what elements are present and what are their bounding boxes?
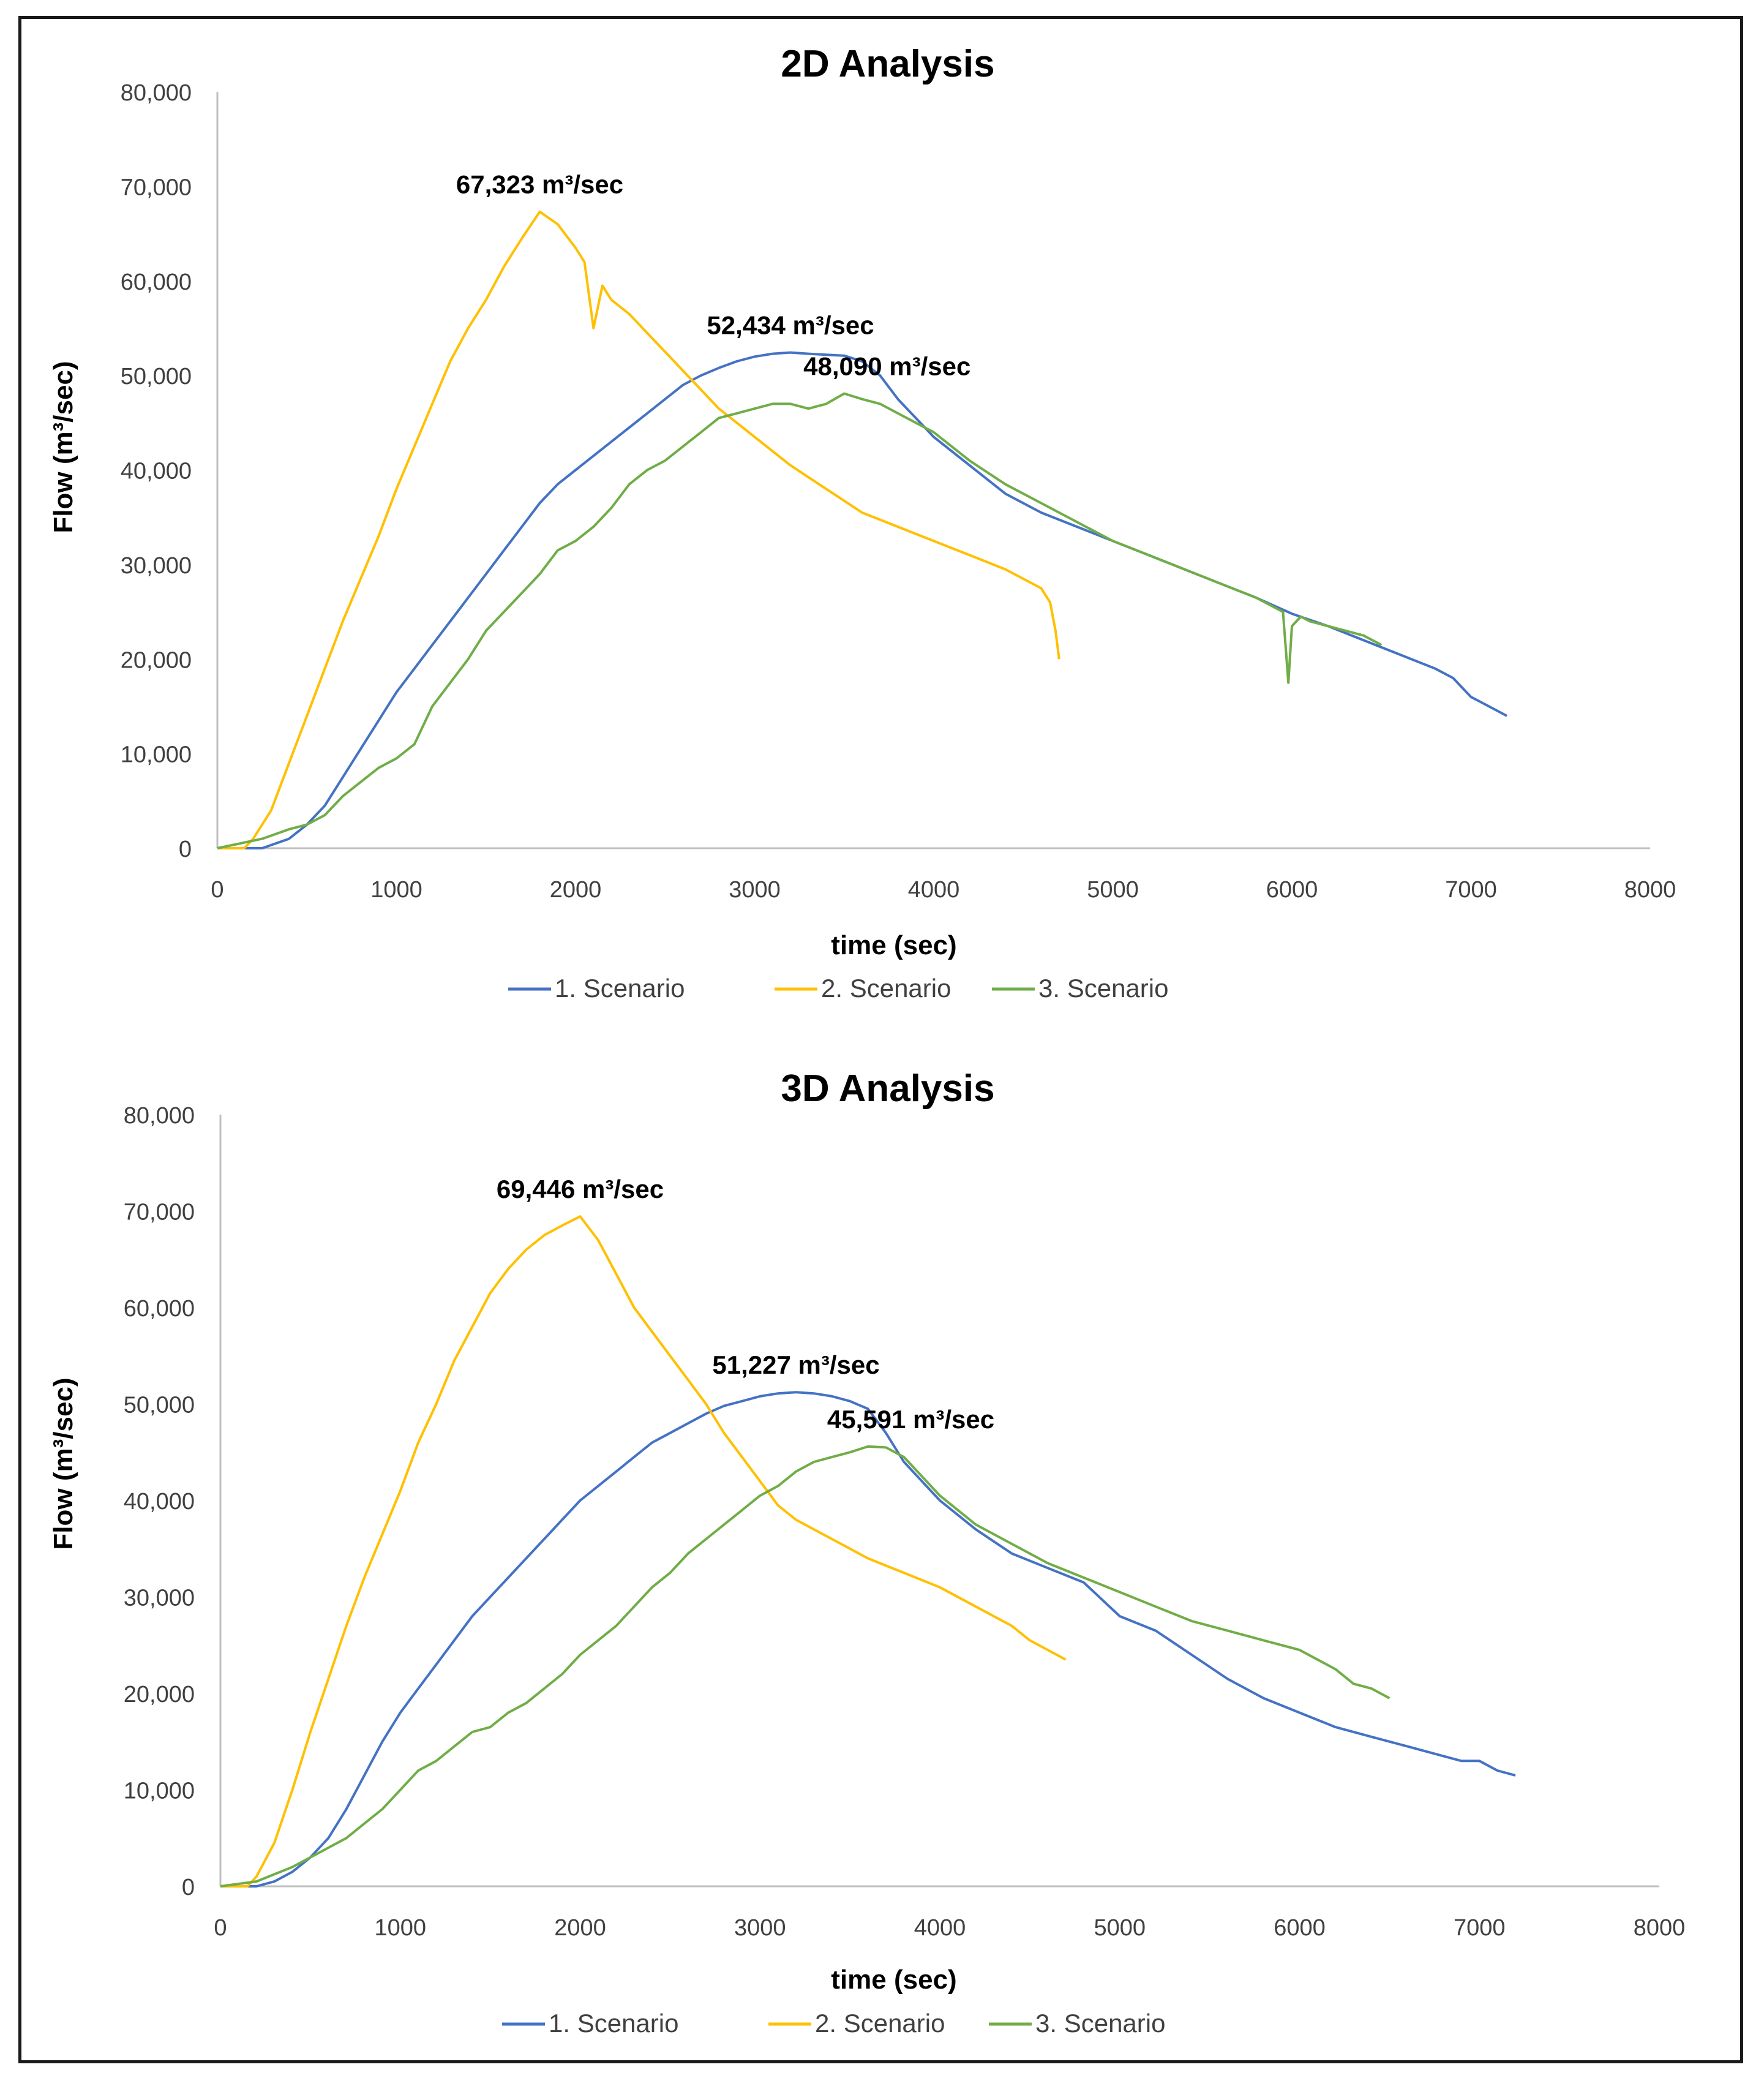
figure-frame — [18, 16, 1743, 2063]
peak-annotation: 67,323 m³/sec — [456, 170, 623, 199]
y-tick-label: 0 — [179, 837, 192, 862]
x-tick-label: 1000 — [374, 1915, 426, 1941]
x-tick-label: 0 — [211, 877, 223, 903]
y-tick-label: 0 — [182, 1875, 195, 1900]
chart-2d-analysis: 2D Analysis Flow (m³/sec) time (sec) 0 10… — [48, 43, 1676, 1003]
x-tick-label: 6000 — [1274, 1915, 1326, 1941]
peak-annotation: 51,227 m³/sec — [712, 1350, 879, 1379]
y-tick-label: 70,000 — [124, 1200, 195, 1225]
chart-title: 3D Analysis — [781, 1067, 994, 1110]
annotations: 69,446 m³/sec 51,227 m³/sec 45,591 m³/sec — [497, 1175, 994, 1434]
legend-label: 3. Scenario — [1035, 2009, 1165, 2038]
legend: 1. Scenario 2. Scenario 3. Scenario — [502, 2009, 1165, 2038]
y-tick-label: 60,000 — [124, 1296, 195, 1322]
peak-annotation: 45,591 m³/sec — [827, 1405, 994, 1434]
series-line-2 — [217, 210, 1060, 849]
y-tick-label: 50,000 — [121, 364, 192, 390]
series-line-3 — [217, 392, 1383, 849]
x-tick-label: 2000 — [554, 1915, 606, 1941]
legend-label: 3. Scenario — [1038, 974, 1168, 1003]
y-tick-label: 80,000 — [124, 1103, 195, 1129]
y-axis-label: Flow (m³/sec) — [48, 1377, 78, 1549]
y-tick-label: 10,000 — [124, 1779, 195, 1804]
y-axis-label: Flow (m³/sec) — [48, 361, 78, 533]
series-layer — [220, 1215, 1516, 1888]
x-tick-label: 1000 — [370, 877, 422, 903]
x-axis-label: time (sec) — [831, 1965, 956, 1995]
x-tick-label: 6000 — [1266, 877, 1318, 903]
x-tick-label: 8000 — [1634, 1915, 1686, 1941]
series-line-1 — [217, 351, 1507, 849]
x-tick-label: 4000 — [914, 1915, 966, 1941]
x-tick-label: 3000 — [729, 877, 781, 903]
x-tick-label: 3000 — [734, 1915, 786, 1941]
series-line-2 — [220, 1215, 1067, 1888]
axes: 0 10,000 20,000 30,000 40,000 50,000 60,000 70,… — [121, 80, 1676, 903]
series-layer — [217, 210, 1507, 849]
legend-label: 2. Scenario — [821, 974, 951, 1003]
y-tick-label: 70,000 — [121, 175, 192, 200]
legend-label: 1. Scenario — [555, 974, 685, 1003]
y-tick-label: 20,000 — [121, 647, 192, 673]
peak-annotation: 48,090 m³/sec — [803, 352, 970, 381]
series-line-1 — [220, 1391, 1516, 1888]
x-tick-label: 7000 — [1445, 877, 1497, 903]
annotations: 67,323 m³/sec 52,434 m³/sec 48,090 m³/sec — [456, 170, 970, 381]
peak-annotation: 69,446 m³/sec — [497, 1175, 664, 1203]
x-axis-label: time (sec) — [831, 930, 956, 960]
y-tick-label: 40,000 — [124, 1489, 195, 1515]
legend: 1. Scenario 2. Scenario 3. Scenario — [508, 974, 1168, 1003]
chart-title: 2D Analysis — [781, 43, 994, 85]
x-tick-label: 5000 — [1094, 1915, 1146, 1941]
legend-label: 2. Scenario — [815, 2009, 945, 2038]
x-tick-label: 8000 — [1624, 877, 1676, 903]
y-tick-label: 40,000 — [121, 459, 192, 484]
axes: 0 10,000 20,000 30,000 40,000 50,000 60,000 70,… — [124, 1103, 1686, 1941]
legend-label: 1. Scenario — [549, 2009, 678, 2038]
x-tick-label: 2000 — [550, 877, 602, 903]
peak-annotation: 52,434 m³/sec — [707, 311, 874, 340]
y-tick-label: 10,000 — [121, 742, 192, 768]
y-tick-label: 80,000 — [121, 80, 192, 106]
y-tick-label: 20,000 — [124, 1682, 195, 1707]
x-tick-label: 5000 — [1087, 877, 1139, 903]
y-tick-label: 30,000 — [121, 553, 192, 579]
y-tick-label: 50,000 — [124, 1393, 195, 1418]
x-tick-label: 4000 — [908, 877, 960, 903]
chart-3d-analysis: 3D Analysis Flow (m³/sec) time (sec) 0 10… — [48, 1067, 1686, 2038]
series-line-3 — [220, 1445, 1391, 1888]
x-tick-label: 7000 — [1454, 1915, 1506, 1941]
y-tick-label: 60,000 — [121, 269, 192, 295]
x-tick-label: 0 — [214, 1915, 227, 1941]
y-tick-label: 30,000 — [124, 1586, 195, 1611]
